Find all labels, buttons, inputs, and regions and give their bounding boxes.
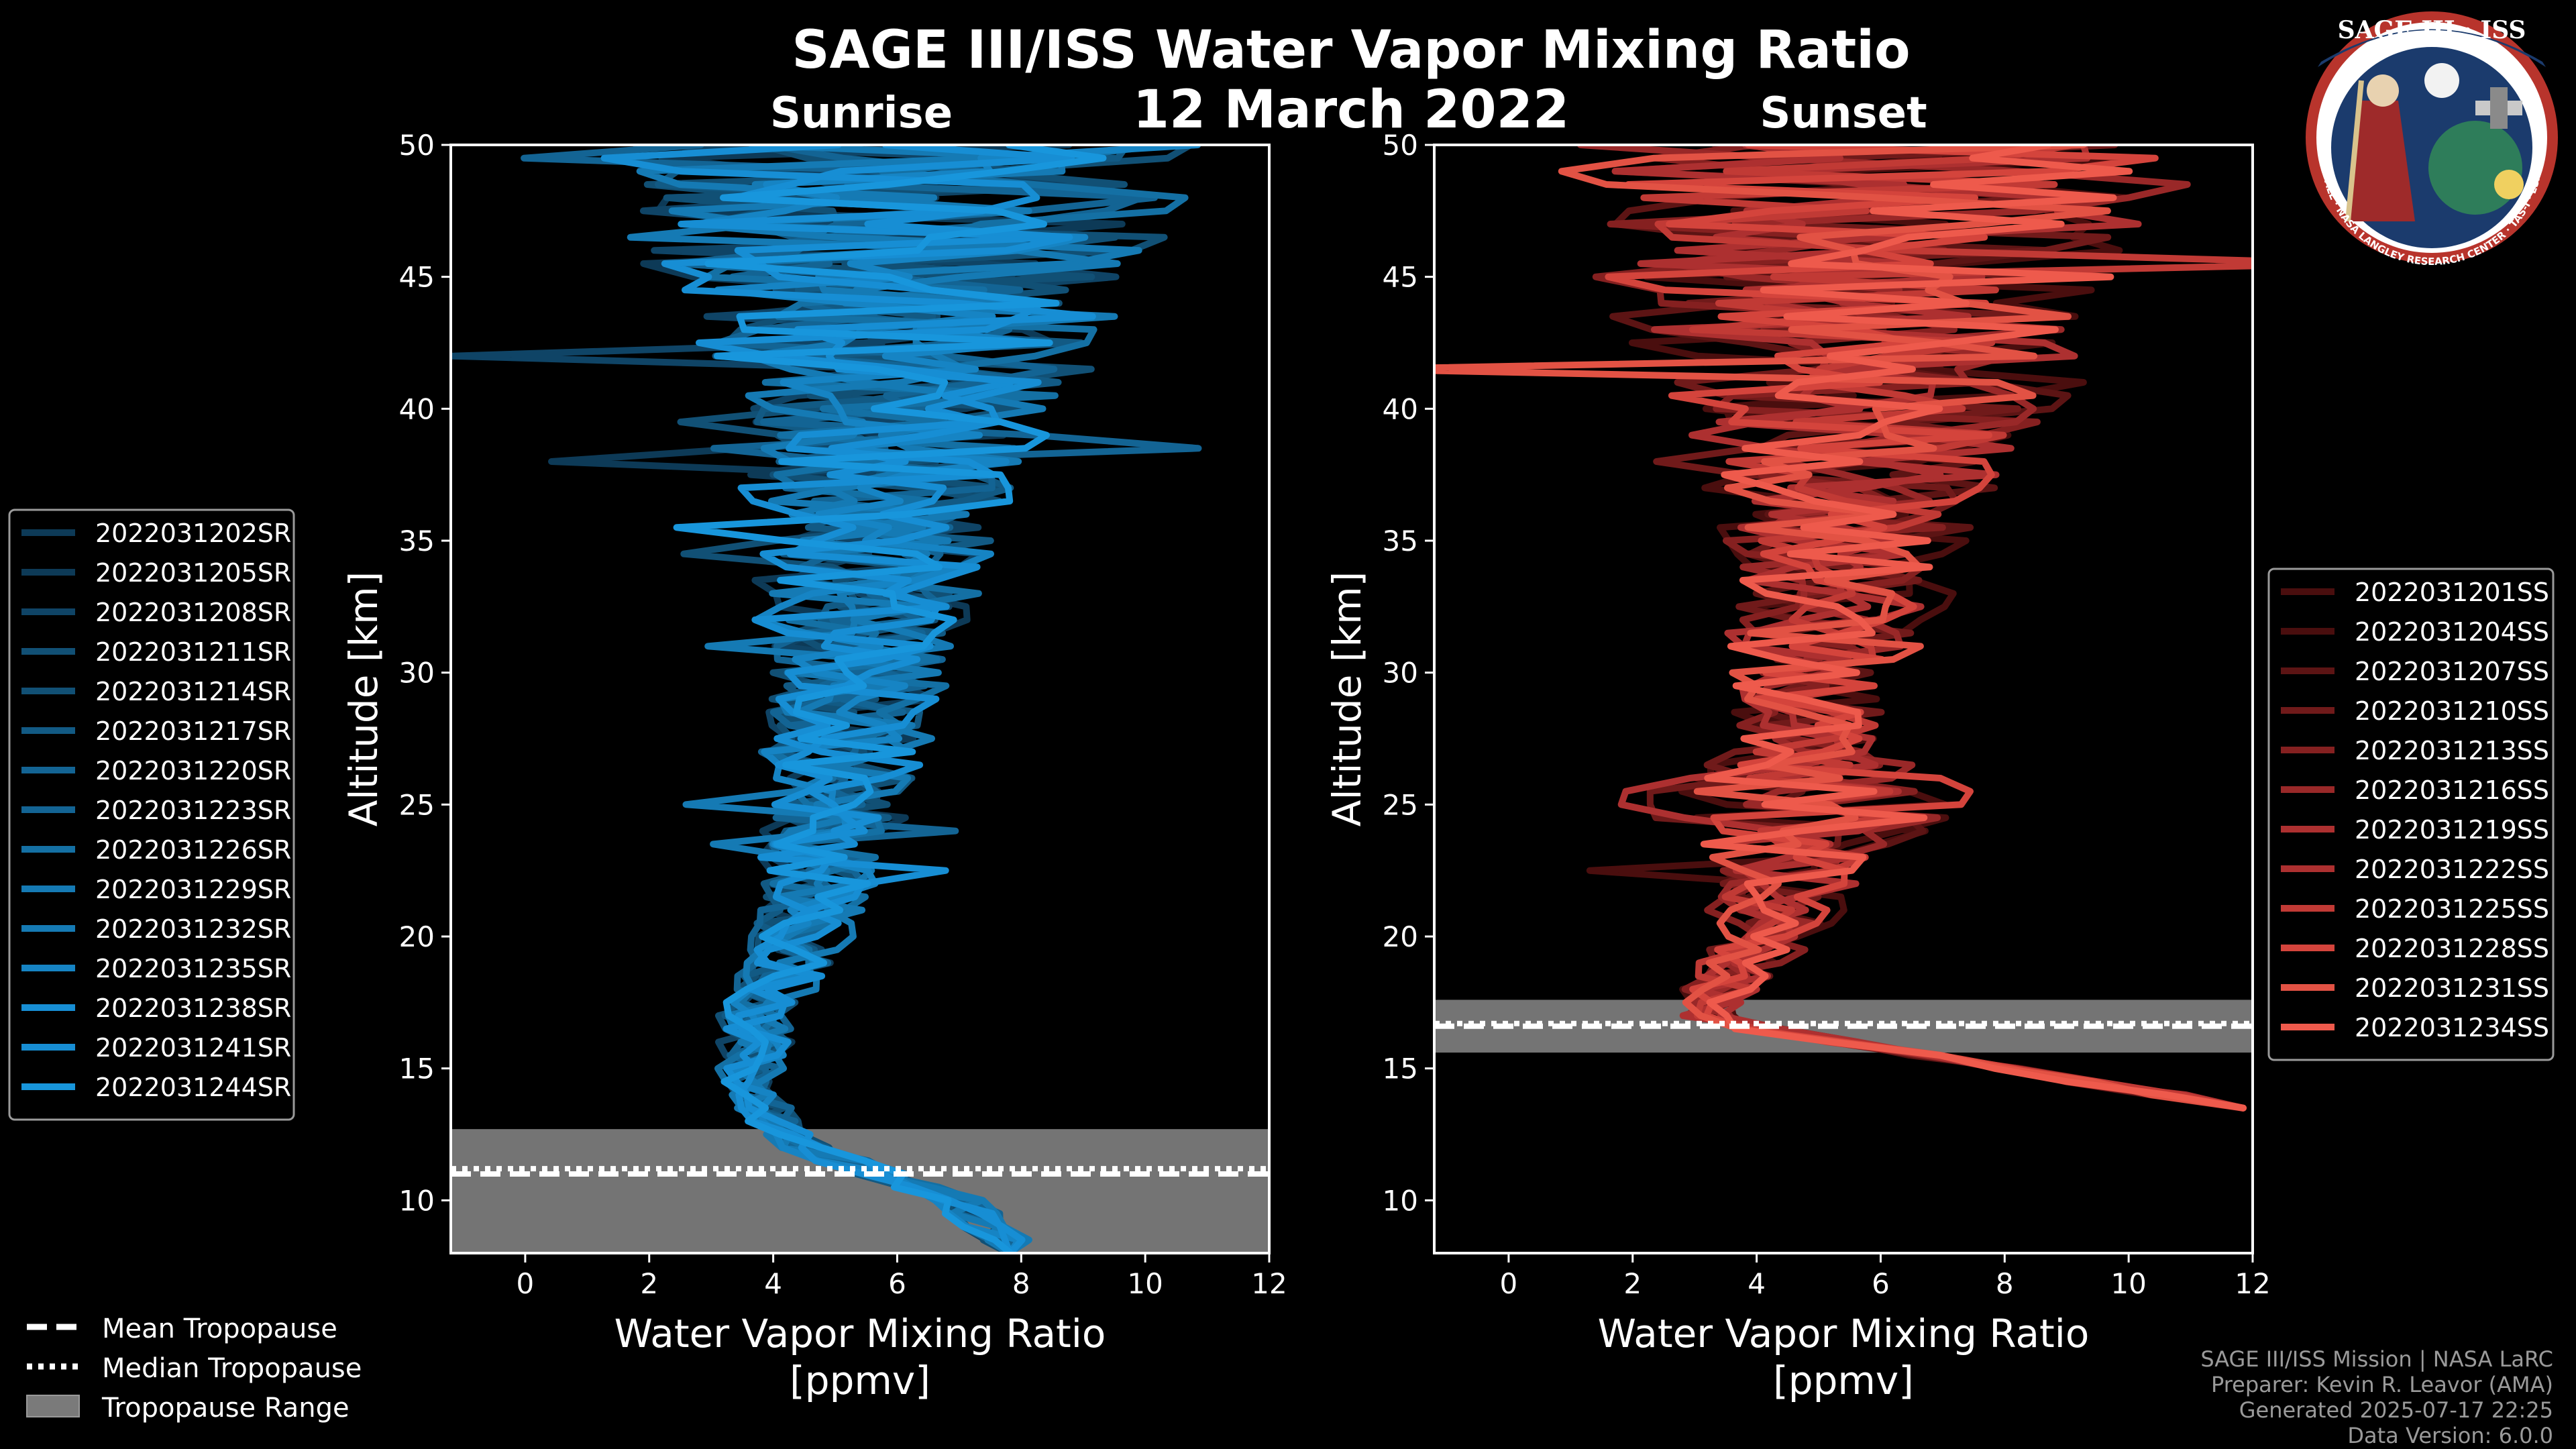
sunrise-xlabel: Water Vapor Mixing Ratio [614,1311,1106,1356]
sunset-ytick-label: 20 [1383,920,1418,953]
figure-title: SAGE III/ISS Water Vapor Mixing Ratio [792,20,1910,80]
legend-label-2022031208SR: 2022031208SR [95,598,291,627]
credit-mission: SAGE III/ISS Mission | NASA LaRC [2200,1346,2553,1372]
sunset-xtick-label: 8 [1996,1267,2014,1300]
sunset-ytick-label: 40 [1383,392,1418,425]
legend-tropopause-range-label: Tropopause Range [101,1393,350,1424]
sunrise-panel: 10 15 20 25 30 35 40 45 50 0 2 4 6 8 10 12 Water Vapor M… [341,129,1287,1403]
sunset-subtitle: Sunset [1760,89,1927,138]
sunrise-ytick-label: 15 [399,1053,435,1085]
sunrise-xtick-label: 2 [640,1267,658,1300]
sunrise-ytick-label: 10 [399,1184,435,1217]
sunrise-xtick-label: 10 [1127,1267,1163,1300]
sunrise-xtick-label: 12 [1251,1267,1287,1300]
sunset-legend: 2022031201SS 2022031204SS 2022031207SS 2022… [2267,568,2555,1061]
sunset-xlabel: Water Vapor Mixing Ratio [1598,1311,2090,1356]
profile-line-2022031234SS [1700,145,2247,1112]
credit-generated: Generated 2025-07-17 22:25 [2239,1397,2553,1423]
legend-label-2022031207SS: 2022031207SS [2355,657,2549,686]
sunrise-ylabel: Altitude [km] [341,572,386,826]
profile-line-2022031231SS [1434,145,2247,1112]
sunrise-ytick-label: 40 [399,392,435,425]
sage-mission-patch-logo: SAGE III · ISS BALL · NASA LANGLEY RESEA… [2306,11,2558,268]
legend-label-2022031216SS: 2022031216SS [2355,775,2549,805]
credit-preparer: Preparer: Kevin R. Leavor (AMA) [2211,1372,2553,1397]
legend-label-2022031211SR: 2022031211SR [95,637,291,667]
sunset-axes-frame [1433,144,2254,1254]
sunset-xtick-label: 2 [1623,1267,1642,1300]
sunrise-xtick-label: 8 [1012,1267,1030,1300]
sunrise-legend: 2022031202SR 2022031205SR 2022031208SR 2022… [8,508,295,1121]
legend-label-2022031225SS: 2022031225SS [2355,894,2549,924]
logo-title: SAGE III · ISS [2338,16,2526,44]
sunrise-ytick-label: 20 [399,920,435,953]
legend-label-2022031222SS: 2022031222SS [2355,855,2549,884]
legend-label-2022031210SS: 2022031210SS [2355,696,2549,726]
legend-label-2022031204SS: 2022031204SS [2355,617,2549,647]
sunset-xtick-label: 12 [2235,1267,2270,1300]
legend-mean-tropopause-label: Mean Tropopause [102,1313,337,1344]
sunset-ytick-label: 25 [1383,788,1418,821]
sunset-legend-frame [2267,568,2555,1061]
sunrise-legend-frame [8,508,295,1121]
legend-label-2022031214SR: 2022031214SR [95,677,291,706]
sunset-ylabel: Altitude [km] [1324,572,1370,826]
sunset-xtick-label: 10 [2110,1267,2146,1300]
legend-label-2022031217SR: 2022031217SR [95,716,291,746]
sunrise-ytick-label: 30 [399,657,435,690]
sunset-xtick-label: 4 [1748,1267,1766,1300]
figure-date: 12 March 2022 [1133,80,1569,140]
legend-label-2022031241SR: 2022031241SR [95,1033,291,1063]
profile-line-2022031244SR [673,145,1107,1253]
sunset-ytick-label: 15 [1383,1053,1418,1085]
sunset-xlabel: [ppmv] [1773,1358,1914,1403]
legend-label-2022031205SR: 2022031205SR [95,558,291,588]
sunrise-ytick-label: 25 [399,788,435,821]
legend-label-2022031213SS: 2022031213SS [2355,736,2549,765]
legend-label-2022031201SS: 2022031201SS [2355,578,2549,607]
legend-label-2022031226SR: 2022031226SR [95,835,291,865]
legend-label-2022031223SR: 2022031223SR [95,796,291,825]
legend-label-2022031235SR: 2022031235SR [95,954,291,983]
legend-label-2022031231SS: 2022031231SS [2355,973,2549,1003]
sunset-ytick-label: 10 [1383,1184,1418,1217]
legend-label-2022031229SR: 2022031229SR [95,875,291,904]
legend-label-2022031232SR: 2022031232SR [95,914,291,944]
legend-label-2022031228SS: 2022031228SS [2355,934,2549,963]
legend-tropopause-range-swatch [26,1395,80,1417]
tropopause-legend: Mean Tropopause Median Tropopause Tropop… [26,1313,362,1424]
sunset-xtick-label: 0 [1500,1267,1518,1300]
legend-label-2022031238SR: 2022031238SR [95,994,291,1023]
legend-label-2022031234SS: 2022031234SS [2355,1013,2549,1042]
sunrise-xtick-label: 0 [517,1267,535,1300]
sunrise-ytick-label: 45 [399,261,435,294]
legend-label-2022031219SS: 2022031219SS [2355,815,2549,845]
credits: SAGE III/ISS Mission | NASA LaRC Prepare… [2200,1346,2553,1448]
sunset-ytick-label: 50 [1383,129,1418,162]
legend-label-2022031220SR: 2022031220SR [95,756,291,786]
sunrise-subtitle: Sunrise [770,89,953,138]
sunset-xtick-label: 6 [1872,1267,1890,1300]
sunrise-ytick-label: 35 [399,525,435,557]
sunset-panel: 10 15 20 25 30 35 40 45 50 0 2 4 6 8 10 12 Water Vapor M… [1324,129,2271,1403]
legend-label-2022031244SR: 2022031244SR [95,1073,291,1102]
sunrise-xtick-label: 6 [888,1267,906,1300]
sunrise-tropopause-range-band [451,1129,1269,1253]
sunset-ytick-label: 30 [1383,657,1418,690]
credit-data-version: Data Version: 6.0.0 [2347,1423,2553,1448]
sunrise-xlabel: [ppmv] [790,1358,930,1403]
legend-median-tropopause-label: Median Tropopause [102,1353,362,1384]
sunrise-axes-frame [449,144,1271,1254]
sunset-ytick-label: 45 [1383,261,1418,294]
sunrise-xtick-label: 4 [764,1267,782,1300]
legend-label-2022031202SR: 2022031202SR [95,519,291,548]
sunset-ytick-label: 35 [1383,525,1418,557]
sunrise-ytick-label: 50 [399,129,435,162]
profile-line-2022031213SS [1592,145,2246,1112]
